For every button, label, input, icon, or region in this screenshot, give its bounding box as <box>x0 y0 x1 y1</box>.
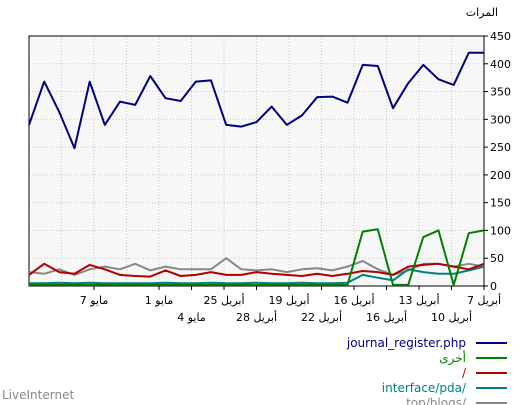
y-tick-label: 300 <box>490 113 511 126</box>
x-tick-label: 19 أبريل <box>268 293 309 307</box>
y-tick-label: 0 <box>490 280 497 293</box>
y-tick-label: 350 <box>490 86 511 99</box>
y-tick-label: 450 <box>490 30 511 43</box>
x-tick-label: 16 أبريل <box>333 293 374 307</box>
x-tick-label: 4 مايو <box>177 311 206 324</box>
x-axis-ticks: 7 أبريل 13 أبريل 16 أبريل 19 أبريل 25 أبريل 1… <box>80 286 501 324</box>
x-tick-label: 10 أبريل <box>431 310 472 324</box>
x-tick-label: 25 أبريل <box>203 293 244 307</box>
brand-label: LiveInternet <box>2 388 74 402</box>
y-tick-label: 200 <box>490 169 511 182</box>
y-tick-label: 400 <box>490 58 511 71</box>
series-line <box>28 262 485 278</box>
legend-label: / <box>462 366 467 380</box>
x-tick-label: 7 أبريل <box>467 293 501 307</box>
y-tick-label: 250 <box>490 141 511 154</box>
legend: journal_register.phpأخرى/interface/pda/t… <box>346 336 507 405</box>
series-line <box>28 51 484 150</box>
grid <box>29 35 484 287</box>
y-axis-ticks: 0 50 100 150 200 250 300 350 400 450 <box>484 30 511 293</box>
y-tick-label: 100 <box>490 224 511 237</box>
series-line <box>29 228 485 286</box>
plot-background <box>29 36 484 286</box>
x-tick-label: 7 مايو <box>80 294 109 307</box>
y-axis-label: المرات <box>466 6 498 19</box>
y-tick-label: 50 <box>490 252 504 265</box>
x-tick-label: 1 مايو <box>145 294 174 307</box>
legend-label: journal_register.php <box>346 336 466 350</box>
series-line <box>29 265 485 285</box>
x-tick-label: 28 أبريل <box>236 310 277 324</box>
x-tick-label: 13 أبريل <box>398 293 439 307</box>
legend-label: interface/pda/ <box>382 381 467 395</box>
series-lines <box>28 51 485 286</box>
x-tick-label: 16 أبريل <box>366 310 407 324</box>
legend-label: top/blogs/ <box>406 396 467 405</box>
y-tick-label: 150 <box>490 197 511 210</box>
legend-label: أخرى <box>439 350 466 366</box>
x-tick-label: 22 أبريل <box>301 310 342 324</box>
